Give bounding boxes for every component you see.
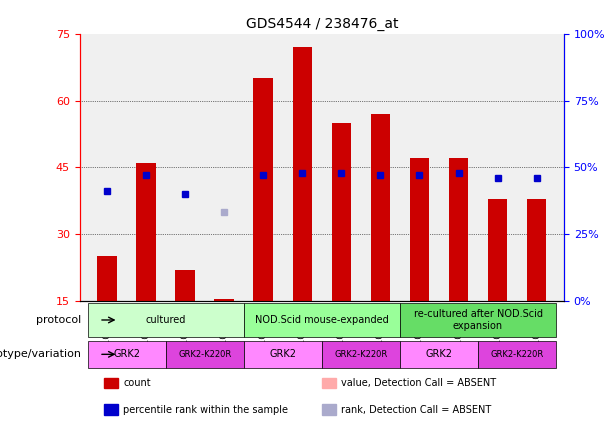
Bar xyxy=(292,47,312,301)
Text: NOD.Scid mouse-expanded: NOD.Scid mouse-expanded xyxy=(255,315,389,325)
Text: count: count xyxy=(123,378,151,388)
Text: protocol: protocol xyxy=(36,315,82,325)
FancyBboxPatch shape xyxy=(478,341,556,368)
Bar xyxy=(215,299,234,301)
FancyBboxPatch shape xyxy=(88,341,166,368)
FancyBboxPatch shape xyxy=(244,303,400,337)
Title: GDS4544 / 238476_at: GDS4544 / 238476_at xyxy=(246,17,398,31)
Bar xyxy=(488,198,508,301)
FancyBboxPatch shape xyxy=(400,341,478,368)
FancyBboxPatch shape xyxy=(400,303,556,337)
Text: value, Detection Call = ABSENT: value, Detection Call = ABSENT xyxy=(341,378,497,388)
Bar xyxy=(527,198,546,301)
Text: GRK2: GRK2 xyxy=(425,349,452,359)
Text: GRK2-K220R: GRK2-K220R xyxy=(490,350,544,359)
FancyBboxPatch shape xyxy=(166,341,244,368)
Text: GRK2: GRK2 xyxy=(269,349,296,359)
Bar xyxy=(371,114,390,301)
Text: percentile rank within the sample: percentile rank within the sample xyxy=(123,405,288,415)
Bar xyxy=(332,123,351,301)
Bar xyxy=(104,404,118,415)
FancyBboxPatch shape xyxy=(322,341,400,368)
Bar xyxy=(409,159,429,301)
Bar xyxy=(136,163,156,301)
Text: GRK2: GRK2 xyxy=(113,349,140,359)
Text: GRK2-K220R: GRK2-K220R xyxy=(334,350,387,359)
Text: cultured: cultured xyxy=(145,315,186,325)
Bar xyxy=(449,159,468,301)
FancyBboxPatch shape xyxy=(88,303,244,337)
Bar xyxy=(254,78,273,301)
Text: GRK2-K220R: GRK2-K220R xyxy=(178,350,231,359)
Bar xyxy=(97,256,117,301)
Text: rank, Detection Call = ABSENT: rank, Detection Call = ABSENT xyxy=(341,405,492,415)
Bar xyxy=(175,270,195,301)
Text: genotype/variation: genotype/variation xyxy=(0,349,82,359)
Bar xyxy=(322,378,337,388)
Bar xyxy=(322,404,337,415)
Bar xyxy=(104,378,118,388)
FancyBboxPatch shape xyxy=(244,341,322,368)
Text: re-cultured after NOD.Scid
expansion: re-cultured after NOD.Scid expansion xyxy=(414,309,543,331)
